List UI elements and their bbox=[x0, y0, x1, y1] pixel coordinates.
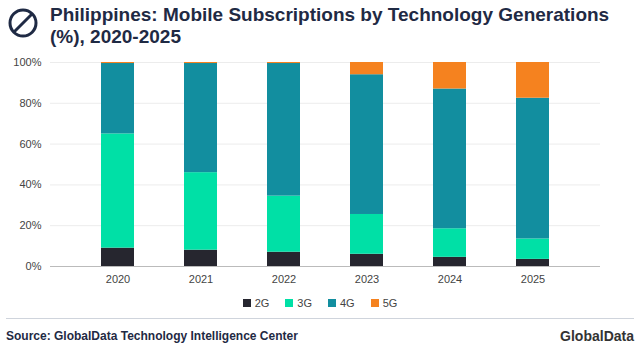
svg-text:40%: 40% bbox=[19, 178, 41, 190]
svg-text:2021: 2021 bbox=[189, 273, 213, 285]
svg-text:20%: 20% bbox=[19, 219, 41, 231]
svg-text:2020: 2020 bbox=[106, 273, 130, 285]
html-text:3G: 3G bbox=[297, 297, 312, 309]
html-text:Source: GlobalData Technology: Source: GlobalData Technology Intelligen… bbox=[6, 329, 298, 343]
svg-text:0%: 0% bbox=[26, 260, 42, 272]
svg-text:100%: 100% bbox=[13, 56, 41, 68]
html-text:2G: 2G bbox=[254, 297, 270, 309]
svg-text:2025: 2025 bbox=[521, 273, 545, 285]
svg-text:2022: 2022 bbox=[272, 273, 296, 285]
html-text:4G: 4G bbox=[340, 297, 355, 309]
svg-text:2023: 2023 bbox=[355, 273, 379, 285]
html-text:5G: 5G bbox=[382, 297, 398, 309]
svg-text:2024: 2024 bbox=[438, 273, 462, 285]
html-text:Philippines: Mobile Subscripti: Philippines: Mobile Subscriptions by Tec… bbox=[50, 4, 610, 47]
svg-text:80%: 80% bbox=[19, 97, 41, 109]
svg-text:60%: 60% bbox=[19, 138, 41, 150]
html-text:GlobalData: GlobalData bbox=[560, 328, 634, 344]
